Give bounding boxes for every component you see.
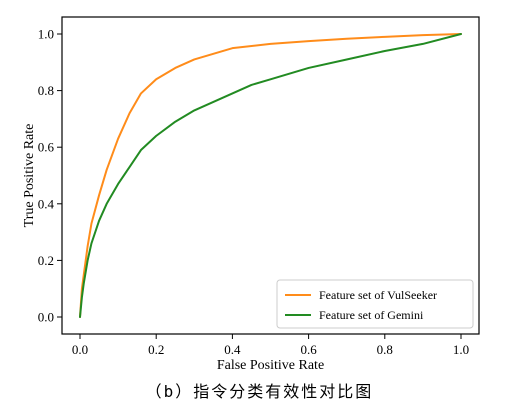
legend-entry: Feature set of VulSeeker — [319, 288, 437, 302]
x-tick-label: 0.6 — [300, 342, 317, 357]
y-axis-label: True Positive Rate — [22, 124, 37, 228]
plot-frame — [61, 16, 480, 335]
figure-caption: （b）指令分类有效性对比图 — [145, 382, 374, 401]
series-line-gemini — [79, 33, 462, 318]
x-tick-label: 1.0 — [453, 342, 469, 357]
y-tick-label: 1.0 — [38, 27, 54, 42]
x-tick-label: 0.0 — [72, 342, 88, 357]
x-axis-label: False Positive Rate — [217, 358, 324, 373]
legend-entry: Feature set of Gemini — [319, 308, 424, 322]
y-tick-label: 0.8 — [38, 83, 54, 98]
series-line-vulseeker — [79, 33, 462, 318]
legend-box — [276, 279, 474, 329]
x-tick-label: 0.4 — [224, 342, 241, 357]
y-tick-label: 0.2 — [38, 253, 54, 268]
y-tick-label: 0.0 — [38, 310, 54, 325]
x-tick-label: 0.2 — [148, 342, 164, 357]
x-tick-label: 0.8 — [377, 342, 393, 357]
plot-area: 0.0 0.2 0.4 0.6 0.8 1.0 0.0 0.2 0.4 0.6 0.8 1.0 Fals… — [22, 16, 480, 373]
y-tick-label: 0.6 — [38, 140, 55, 155]
y-tick-label: 0.4 — [38, 196, 55, 211]
